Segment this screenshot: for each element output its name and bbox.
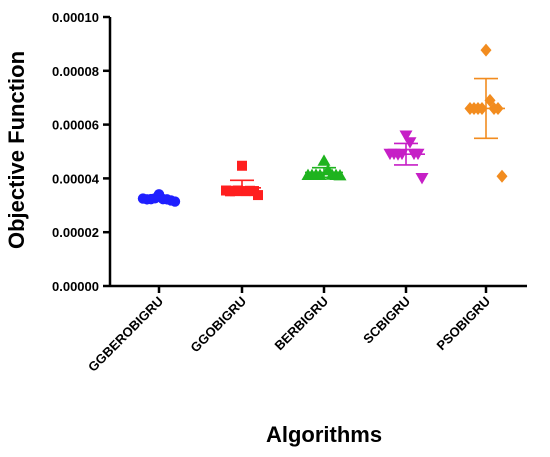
series-ggobigru — [221, 160, 263, 201]
series-ggberobigru — [137, 189, 181, 207]
x-tick-label: GGOBIGRU — [187, 294, 249, 356]
axes: 0.00000 0.00002 0.00004 0.00006 0.00008 0.000… — [52, 10, 527, 375]
series-psobigru — [464, 43, 508, 183]
data-point — [169, 196, 181, 207]
y-tick-label: 0.00006 — [52, 118, 99, 133]
data-point — [233, 185, 243, 196]
y-tick-label: 0.00000 — [52, 279, 99, 294]
series-scbigru — [383, 130, 429, 185]
y-tick-label: 0.00002 — [52, 225, 99, 240]
series-berbigru — [301, 154, 347, 181]
data-point — [480, 43, 492, 57]
data-point — [253, 190, 263, 201]
data-point — [399, 130, 413, 142]
y-tick-label: 0.00004 — [52, 171, 100, 186]
x-tick-label: GGBEROBIGRU — [85, 294, 166, 375]
data-point — [317, 154, 331, 166]
y-tick-label: 0.00008 — [52, 64, 99, 79]
y-axis-title: Objective Function — [4, 51, 29, 249]
data-point — [333, 168, 347, 181]
x-tick-label: SCBIGRU — [360, 294, 413, 347]
y-tick-label: 0.00010 — [52, 10, 99, 25]
data-point — [496, 169, 508, 183]
x-tick-label: PSOBIGRU — [433, 294, 493, 354]
x-tick-label: BERBIGRU — [271, 294, 331, 354]
data-marks — [137, 43, 508, 207]
data-point — [237, 160, 247, 171]
data-point — [415, 172, 429, 185]
x-axis-title: Algorithms — [266, 422, 382, 447]
